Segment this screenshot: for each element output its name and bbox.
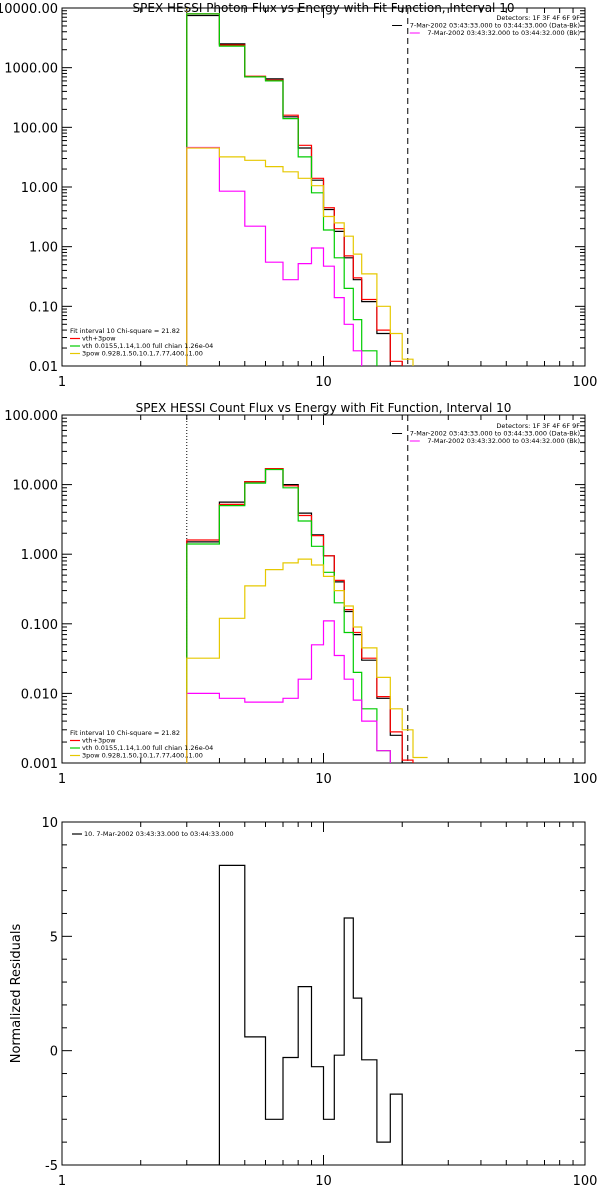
header-line: Detectors: 1F 3F 4F 6F 9F [496, 422, 580, 430]
series-line-1 [186, 13, 403, 366]
series-line-0 [186, 468, 414, 763]
series-group [186, 864, 403, 1165]
legend-entry: vth 0.0155,1.14,1.00 full chian 1.26e-04 [82, 342, 213, 350]
count-flux-chart: SPEX HESSI Count Flux vs Energy with Fit… [4, 401, 598, 787]
series-line-2 [186, 468, 391, 763]
y-tick-label: 1.000 [21, 548, 58, 563]
x-tick-label: 10 [315, 375, 332, 390]
x-tick-label: 100 [573, 772, 598, 787]
x-tick-label: 1 [58, 772, 66, 787]
plot-frame [61, 414, 586, 764]
series-line-0 [186, 864, 403, 1165]
legend-entry: Fit interval 10 Chi-square = 21.82 [70, 327, 180, 335]
y-tick-label: 10 [41, 816, 58, 831]
y-tick-label: 0.100 [21, 618, 58, 633]
legend-entry: Fit interval 10 Chi-square = 21.82 [70, 729, 180, 737]
header-line: 7-Mar-2002 03:43:33.000 to 03:44:33.000 … [410, 430, 580, 438]
header-line: 7-Mar-2002 03:43:32.000 to 03:44:32.000 … [427, 437, 580, 445]
series-line-1 [186, 468, 414, 763]
x-tick-label: 100 [573, 1174, 598, 1189]
legend-entry: 3pow 0.928,1.50,10.1,7.77,400.,1.00 [82, 350, 203, 358]
y-tick-label: 100.00 [13, 121, 59, 136]
y-tick-label: 0.01 [29, 360, 58, 375]
header-line: 7-Mar-2002 03:43:32.000 to 03:44:32.000 … [427, 29, 580, 37]
legend-entry: 10. 7-Mar-2002 03:43:33.000 to 03:44:33.… [84, 830, 234, 838]
y-tick-label: 0.010 [21, 687, 58, 702]
y-tick-label: 5 [50, 930, 58, 945]
x-tick-label: 10 [315, 1174, 332, 1189]
series-line-3 [186, 146, 363, 366]
series-group [186, 13, 414, 366]
y-tick-label: 0.001 [21, 757, 58, 772]
legend-entry: vth 0.0155,1.14,1.00 full chian 1.26e-04 [82, 744, 213, 752]
y-tick-label: 0 [50, 1045, 58, 1060]
x-tick-label: 1 [58, 1174, 66, 1189]
header-line: Detectors: 1F 3F 4F 6F 9F [496, 14, 580, 22]
series-group [186, 468, 428, 763]
series-line-4 [186, 558, 428, 763]
y-axis-label: Normalized Residuals [9, 924, 24, 1064]
x-tick-label: 10 [315, 772, 332, 787]
y-tick-label: 100.000 [4, 409, 58, 424]
series-line-3 [186, 620, 391, 763]
y-tick-label: 1.00 [29, 241, 58, 256]
residuals-chart: 1 10 100 10 5 0 -5 Normalized Residuals 10. 7-Ma… [9, 816, 598, 1189]
x-tick-label: 100 [573, 375, 598, 390]
y-tick-label: 0.10 [29, 300, 58, 315]
legend-entry: vth+3pow [82, 737, 116, 745]
series-line-2 [186, 13, 378, 366]
legend-entry: 3pow 0.928,1.50,10.1,7.77,400.,1.00 [82, 752, 203, 760]
x-tick-label: 1 [58, 375, 66, 390]
y-tick-label: 1000.00 [4, 62, 58, 77]
photon-flux-chart: SPEX HESSI Photon Flux vs Energy with Fi… [0, 1, 598, 390]
y-tick-label: 10000.00 [0, 2, 58, 17]
chart-title: SPEX HESSI Count Flux vs Energy with Fit… [136, 401, 512, 415]
series-line-4 [186, 147, 414, 366]
header-line: 7-Mar-2002 03:43:33.000 to 03:44:33.000 … [410, 22, 580, 30]
series-line-0 [186, 14, 403, 366]
y-tick-label: 10.000 [13, 479, 59, 494]
y-tick-label: -5 [45, 1159, 58, 1174]
y-tick-label: 10.00 [21, 181, 58, 196]
legend-entry: vth+3pow [82, 335, 116, 343]
